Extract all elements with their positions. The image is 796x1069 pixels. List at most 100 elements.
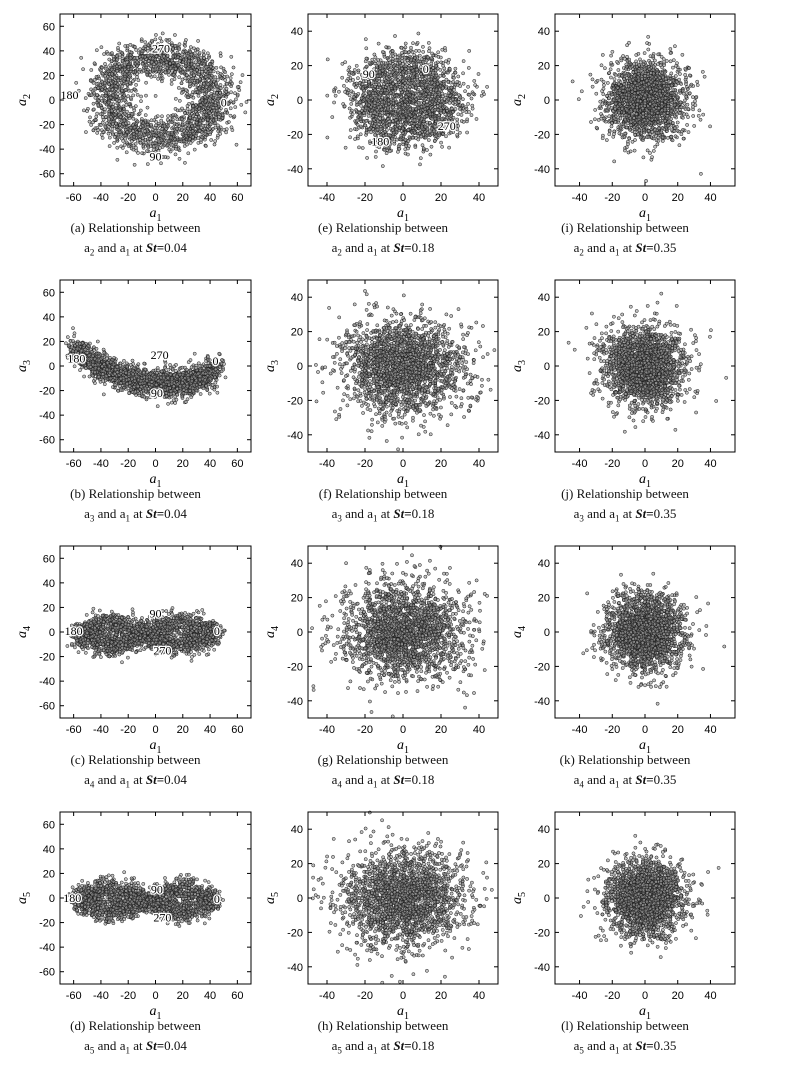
scatter-point [209, 115, 214, 120]
scatter-point [224, 102, 229, 106]
scatter-point [171, 117, 175, 122]
scatter-point [197, 107, 202, 111]
scatter-point [96, 86, 101, 90]
scatter-point [347, 65, 352, 70]
scatter-point [95, 111, 99, 116]
scatter-point [396, 78, 400, 82]
scatter-point [343, 145, 348, 150]
scatter-point [455, 127, 460, 132]
scatter-point [434, 88, 438, 93]
scatter-point [453, 66, 458, 71]
scatter-point [375, 112, 380, 117]
scatter-point [124, 150, 129, 155]
scatter-point [192, 63, 197, 68]
scatter-point [127, 102, 132, 106]
phase-annotation: 90 [150, 150, 162, 164]
scatter-point [399, 45, 404, 50]
scatter-point [117, 41, 122, 46]
scatter-point [686, 130, 691, 134]
scatter-point [420, 89, 424, 94]
scatter-point [109, 109, 114, 113]
scatter-point [122, 93, 127, 98]
scatter-point [403, 103, 407, 108]
scatter-point [391, 119, 395, 123]
scatter-point [98, 68, 103, 73]
scatter-point [113, 106, 118, 110]
scatter-point [467, 49, 472, 53]
scatter-point [366, 103, 371, 107]
scatter-point [164, 60, 169, 65]
scatter-point [427, 77, 431, 82]
scatter-point [179, 81, 184, 86]
scatter-point [155, 67, 160, 72]
scatter-point [354, 127, 359, 132]
scatter-point [160, 114, 164, 119]
scatter-point [407, 50, 411, 54]
scatter-point [416, 83, 421, 87]
scatter-point [202, 61, 207, 66]
scatter-point [115, 101, 120, 106]
scatter-point [195, 47, 200, 52]
scatter-point [356, 76, 360, 81]
scatter-point [110, 121, 115, 126]
scatter-point [215, 78, 220, 82]
scatter-point [420, 82, 424, 87]
scatter-point [368, 120, 373, 125]
scatter-point [124, 140, 129, 145]
scatter-point [403, 67, 408, 71]
scatter-point [681, 136, 686, 141]
scatter-point [177, 75, 182, 80]
scatter-point [458, 103, 462, 108]
scatter-point [417, 53, 422, 58]
scatter-point [166, 114, 170, 118]
scatter-point [344, 87, 349, 91]
scatter-point [190, 135, 195, 140]
x-tick-label: -20 [120, 192, 136, 204]
scatter-point [485, 84, 489, 89]
scatter-point [120, 50, 124, 55]
scatter-point [198, 77, 202, 81]
scatter-point [409, 58, 414, 62]
scatter-point [446, 97, 451, 102]
scatter-point [234, 97, 238, 102]
scatter-point [187, 109, 192, 114]
scatter-point [421, 44, 425, 49]
scatter-point [150, 56, 155, 61]
scatter-point [100, 87, 105, 92]
scatter-point [231, 65, 236, 70]
scatter-point [228, 99, 233, 104]
scatter-point [103, 62, 107, 66]
scatter-point [457, 93, 461, 97]
scatter-point [103, 115, 108, 119]
scatter-point [216, 129, 221, 133]
scatter-point [378, 127, 383, 131]
scatter-point [355, 134, 360, 139]
scatter-point [145, 70, 150, 74]
scatter-point [366, 71, 371, 76]
scatter-point [171, 125, 176, 130]
scatter-point [183, 49, 188, 54]
scatter-point [370, 57, 375, 62]
scatter-point [428, 112, 433, 117]
scatter-point [450, 97, 455, 102]
scatter-point [116, 109, 121, 113]
scatter-point [166, 123, 171, 128]
scatter-point [152, 74, 157, 79]
scatter-point [189, 68, 193, 73]
scatter-point [84, 130, 88, 134]
scatter-point [390, 136, 395, 141]
scatter-point [222, 84, 227, 89]
scatter-point [118, 96, 123, 101]
scatter-point [202, 55, 206, 60]
scatter-point [203, 112, 208, 117]
scatter-point [106, 125, 111, 129]
scatter-point [408, 107, 413, 112]
y-axis-label: a2 [15, 94, 33, 106]
x-tick-label: 20 [435, 192, 447, 204]
scatter-point [363, 123, 368, 128]
scatter-point [108, 63, 113, 68]
scatter-point [137, 127, 142, 132]
scatter-point [356, 68, 361, 73]
scatter-point [411, 98, 416, 103]
phase-annotation: 180 [61, 88, 79, 102]
